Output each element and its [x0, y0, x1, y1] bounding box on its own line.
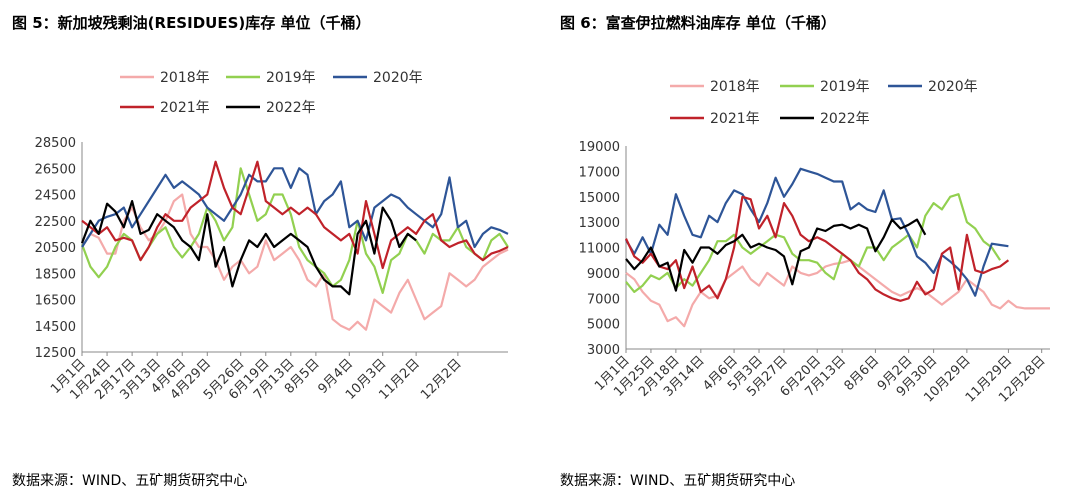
y-tick-label: 17000 — [579, 165, 620, 180]
legend-label: 2020年 — [928, 79, 978, 95]
legend-label: 2018年 — [710, 79, 760, 95]
chart-panel-singapore: 图 5：新加坡残剩油(RESIDUES)库存 单位（千桶） 28500 26500… — [12, 14, 509, 489]
y-tick-label: 26500 — [35, 162, 76, 177]
chart-title: 图 5：新加坡残剩油(RESIDUES)库存 单位（千桶） — [12, 14, 371, 32]
legend-label: 2022年 — [266, 100, 316, 116]
chart-panel-fujairah: 图 6：富查伊拉燃料油库存 单位（千桶） 19000 17000 15000 1300… — [540, 0, 1080, 499]
y-tick-label: 13000 — [579, 216, 620, 231]
legend-label: 2021年 — [160, 100, 210, 116]
line-chart-singapore-residues: 28500 26500 24500 22500 20500 18500 16500 14500… — [35, 70, 509, 403]
series-line-2020年 — [625, 167, 1009, 297]
y-tick-label: 14500 — [35, 320, 76, 335]
y-tick-label: 20500 — [35, 241, 76, 256]
y-tick-label: 19000 — [579, 140, 620, 155]
y-tick-label: 24500 — [35, 189, 76, 204]
y-tick-label: 9000 — [587, 267, 620, 282]
legend-label: 2018年 — [160, 70, 210, 86]
series-line-2020年 — [81, 167, 509, 249]
y-tick-label: 22500 — [35, 215, 76, 230]
y-tick-label: 18500 — [35, 267, 76, 282]
series-line-2022年 — [80, 200, 417, 296]
series-line-2021年 — [81, 160, 509, 270]
legend-label: 2020年 — [373, 70, 423, 86]
series-line-2022年 — [625, 218, 927, 292]
y-tick-label: 16500 — [35, 294, 76, 309]
y-tick-label: 5000 — [587, 318, 620, 333]
legend-label: 2019年 — [820, 79, 870, 95]
y-tick-label: 7000 — [587, 292, 620, 307]
line-chart-fujairah-fuel-oil: 19000 17000 15000 13000 11000 9000 7000 5000 300… — [579, 79, 1050, 406]
series-line-2021年 — [625, 195, 1010, 302]
series-line-2018年 — [81, 193, 509, 331]
y-tick-label: 15000 — [579, 191, 620, 206]
data-source-note: 数据来源：WIND、五矿期货研究中心 — [12, 473, 248, 489]
y-tick-label: 11000 — [579, 242, 620, 257]
y-tick-label: 3000 — [587, 343, 620, 358]
x-tick-label: 8月6日 — [842, 353, 883, 394]
legend-label: 2019年 — [266, 70, 316, 86]
legend-label: 2022年 — [820, 111, 870, 127]
x-tick-label: 12月2日 — [418, 356, 465, 403]
legend-label: 2021年 — [710, 111, 760, 127]
y-tick-label: 12500 — [35, 346, 76, 361]
series-line-2019年 — [625, 193, 1002, 293]
series-line-2018年 — [625, 259, 1050, 328]
chart-title: 图 6：富查伊拉燃料油库存 单位（千桶） — [560, 14, 836, 32]
series-line-2019年 — [80, 167, 509, 294]
y-tick-label: 28500 — [35, 136, 76, 151]
data-source-note: 数据来源：WIND、五矿期货研究中心 — [560, 473, 796, 489]
